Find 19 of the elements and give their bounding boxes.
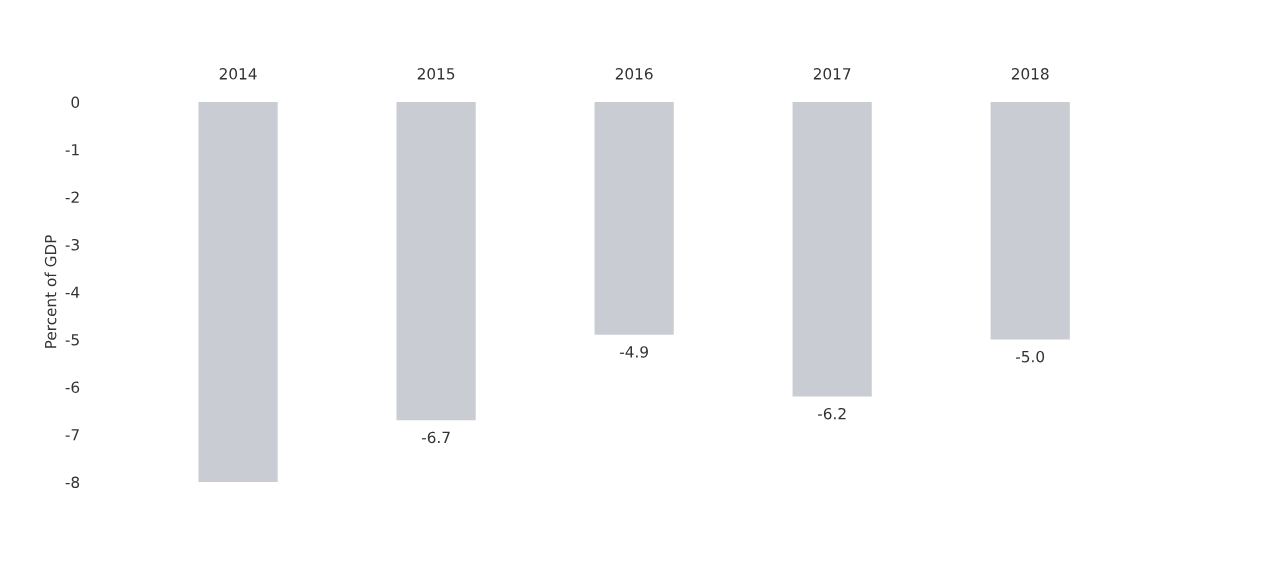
x-tick-label: 2017 bbox=[813, 68, 851, 80]
y-tick-label: -3 bbox=[65, 238, 79, 251]
y-tick-label: -8 bbox=[65, 476, 80, 489]
x-tick-label: 2014 bbox=[219, 68, 257, 80]
data-label: -5.0 bbox=[1016, 350, 1045, 363]
x-tick-label: 2015 bbox=[417, 68, 455, 80]
x-tick-label: 2018 bbox=[1011, 68, 1049, 80]
y-tick-label: -6 bbox=[65, 381, 80, 394]
y-axis-title: Percent of GDP bbox=[44, 235, 57, 348]
x-tick-label: 2016 bbox=[615, 68, 653, 80]
data-label: -6.7 bbox=[421, 431, 450, 444]
y-tick-label: -4 bbox=[65, 286, 80, 298]
data-label: -4.9 bbox=[619, 346, 648, 358]
y-tick-label: 0 bbox=[71, 96, 80, 109]
y-tick-label: -1 bbox=[65, 144, 79, 156]
y-tick-label: -7 bbox=[65, 429, 79, 441]
y-tick-label: -2 bbox=[65, 191, 79, 203]
y-tick-label: -5 bbox=[65, 334, 79, 346]
data-label: -6.2 bbox=[818, 407, 846, 420]
